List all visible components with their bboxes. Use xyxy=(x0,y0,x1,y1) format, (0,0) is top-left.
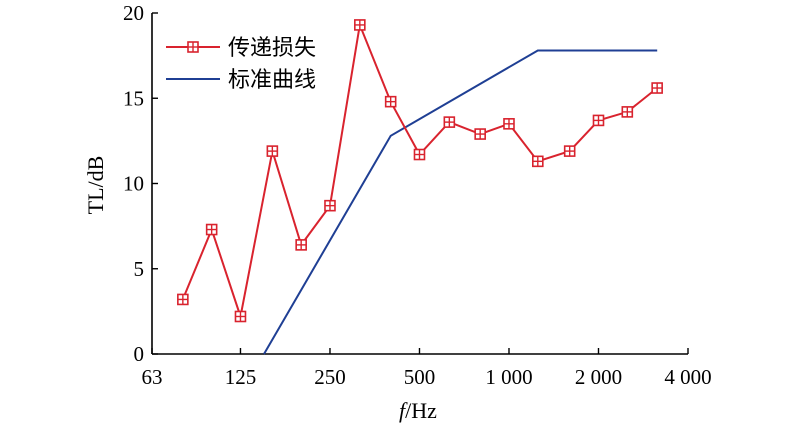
data-point xyxy=(592,114,605,127)
data-point xyxy=(413,148,426,161)
series-line-standard-curve xyxy=(263,49,658,355)
x-tick-label: 4 000 xyxy=(664,365,711,389)
legend-label: 标准曲线 xyxy=(228,68,316,93)
axes xyxy=(151,13,688,355)
data-point xyxy=(474,128,486,140)
x-ticks: 63 125 250 500 1 000 2 000 4 000 xyxy=(142,348,712,389)
data-point xyxy=(177,293,189,306)
x-tick-label: 1 000 xyxy=(485,365,532,389)
data-point xyxy=(384,95,397,108)
data-point xyxy=(563,145,576,157)
data-point xyxy=(354,19,366,31)
y-tick-label: 10 xyxy=(123,172,144,196)
x-axis-label-symbol: f xyxy=(399,398,408,423)
x-axis-label: f/Hz xyxy=(399,398,437,423)
y-tick-label: 5 xyxy=(134,257,145,281)
data-point xyxy=(324,199,336,212)
data-point xyxy=(205,223,218,236)
x-tick-label: 125 xyxy=(225,365,257,389)
y-axis-label: TL/dB xyxy=(83,156,108,215)
data-point xyxy=(651,82,663,94)
legend-label: 传递损失 xyxy=(228,36,316,61)
y-tick-label: 20 xyxy=(123,1,144,25)
y-tick-label: 15 xyxy=(123,86,144,110)
x-tick-label: 63 xyxy=(142,365,163,389)
data-point xyxy=(532,155,544,168)
legend-marker xyxy=(187,41,199,53)
data-point xyxy=(621,106,634,118)
data-point xyxy=(234,310,247,323)
data-point xyxy=(503,118,515,130)
x-axis-label-unit: /Hz xyxy=(405,398,437,423)
x-tick-label: 2 000 xyxy=(575,365,622,389)
y-ticks: 0 5 10 15 20 xyxy=(123,1,158,366)
data-point xyxy=(266,145,279,157)
x-tick-label: 250 xyxy=(314,365,346,389)
x-tick-label: 500 xyxy=(404,365,436,389)
data-point xyxy=(443,116,456,128)
data-point xyxy=(295,239,307,251)
series-layer xyxy=(177,19,663,355)
y-tick-label: 0 xyxy=(134,342,145,366)
